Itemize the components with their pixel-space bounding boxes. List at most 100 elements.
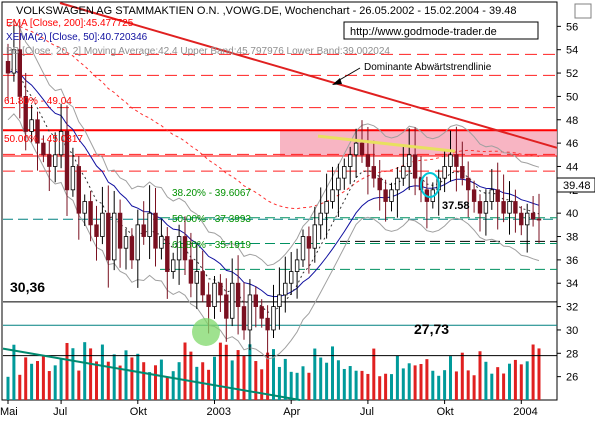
y-tick-label: 34 xyxy=(566,278,578,290)
support-label-27-73: 27,73 xyxy=(414,321,449,337)
volume-bar xyxy=(307,372,311,400)
website-link[interactable]: http://www.godmode-trader.de xyxy=(350,26,497,38)
candle-body xyxy=(218,282,223,296)
candle-body xyxy=(94,224,99,237)
candle-body xyxy=(241,306,247,331)
volume-bar xyxy=(502,373,506,400)
fib-upper-label-1: 61.80% - 49.04 xyxy=(4,96,72,107)
volume-bar xyxy=(242,356,246,400)
volume-bar xyxy=(124,350,128,400)
volume-bar xyxy=(354,370,358,400)
x-tick-label: Jul xyxy=(53,406,67,418)
volume-bar xyxy=(136,353,140,400)
candle-body xyxy=(88,201,93,226)
volume-bar xyxy=(130,357,134,400)
lower-trendline xyxy=(2,347,301,401)
chart-title: VOLKSWAGEN AG STAMMAKTIEN O.N. ,VOWG.DE,… xyxy=(16,5,517,17)
candle-body xyxy=(383,189,388,202)
candle-body xyxy=(318,212,323,226)
volume-bar xyxy=(277,366,281,400)
candle-body xyxy=(353,142,359,156)
volume-bar xyxy=(443,370,447,400)
candle-body xyxy=(265,317,270,331)
volume-bar xyxy=(490,373,494,400)
trendline-arrow-head xyxy=(332,78,342,85)
downtrend-line xyxy=(59,2,558,149)
volume-bar xyxy=(154,365,157,400)
candle-body xyxy=(519,212,524,226)
candle-body xyxy=(76,166,81,214)
volume-bar xyxy=(47,371,51,400)
candle-body xyxy=(294,259,300,272)
x-tick-label: 2003 xyxy=(207,406,231,418)
volume-bar xyxy=(289,371,293,400)
candle-body xyxy=(176,236,182,261)
bb-upper-line xyxy=(7,19,540,267)
candle-body xyxy=(212,282,217,307)
volume-bar xyxy=(266,352,270,400)
volume-bar xyxy=(53,365,57,400)
volume-bar xyxy=(106,361,110,400)
volume-bar xyxy=(372,348,376,400)
candle-body xyxy=(471,189,477,202)
candle-body xyxy=(288,271,294,284)
volume-bar xyxy=(183,342,187,400)
volume-bar xyxy=(195,366,199,400)
candle-body xyxy=(525,212,530,226)
candle-body xyxy=(513,201,518,214)
volume-bar xyxy=(65,342,69,400)
volume-bar xyxy=(189,351,193,400)
candle-body xyxy=(224,294,229,319)
candle-body xyxy=(23,96,28,132)
volume-bar xyxy=(336,360,340,400)
volume-bar xyxy=(508,363,511,400)
volume-bar xyxy=(413,365,417,400)
candle-body xyxy=(182,236,188,261)
x-tick-label: Okt xyxy=(130,406,147,418)
y-tick-label: 46 xyxy=(566,138,578,150)
candle-body xyxy=(123,236,129,249)
candle-body xyxy=(377,177,382,191)
x-tick-label: Okt xyxy=(437,406,454,418)
volume-bar xyxy=(431,370,435,400)
volume-bar xyxy=(519,364,523,400)
volume-bar xyxy=(165,376,169,400)
candle-body xyxy=(229,282,235,319)
candle-body xyxy=(117,212,123,249)
yellow-trendline xyxy=(317,134,456,153)
y-tick-label: 36 xyxy=(566,255,578,267)
volume-bar xyxy=(513,359,517,400)
fib-lower-label-2: 50.00% - 37.3993 xyxy=(172,214,251,225)
candle-body xyxy=(412,154,418,179)
volume-bar xyxy=(537,348,541,400)
volume-bar xyxy=(89,348,93,400)
volume-bar xyxy=(384,373,388,400)
candle-body xyxy=(507,201,512,214)
x-tick-label: 2004 xyxy=(513,406,537,418)
trendline-label: Dominante Abwärtstrendlinie xyxy=(364,62,492,73)
candle-body xyxy=(29,119,34,132)
volume-bar xyxy=(407,363,411,400)
volume-bar xyxy=(59,358,63,400)
candle-body xyxy=(460,166,465,179)
y-tick-label: 28 xyxy=(566,348,578,360)
candle-body xyxy=(5,60,11,74)
candle-body xyxy=(70,166,76,191)
volume-bar xyxy=(360,370,364,400)
candle-body xyxy=(300,236,306,261)
y-tick-label: 30 xyxy=(566,325,578,337)
candle-body xyxy=(330,189,335,202)
candle-body xyxy=(206,294,211,307)
candle-body xyxy=(454,154,459,167)
candle-body xyxy=(342,166,347,179)
candle-body xyxy=(389,189,394,202)
volume-bar xyxy=(18,374,22,400)
y-tick-label: 52 xyxy=(566,68,578,80)
candle-body xyxy=(536,218,542,221)
candle-body xyxy=(47,154,52,167)
volume-bar xyxy=(254,361,258,400)
volume-bar xyxy=(378,376,382,400)
candle-body xyxy=(106,212,111,261)
candle-body xyxy=(247,294,253,331)
